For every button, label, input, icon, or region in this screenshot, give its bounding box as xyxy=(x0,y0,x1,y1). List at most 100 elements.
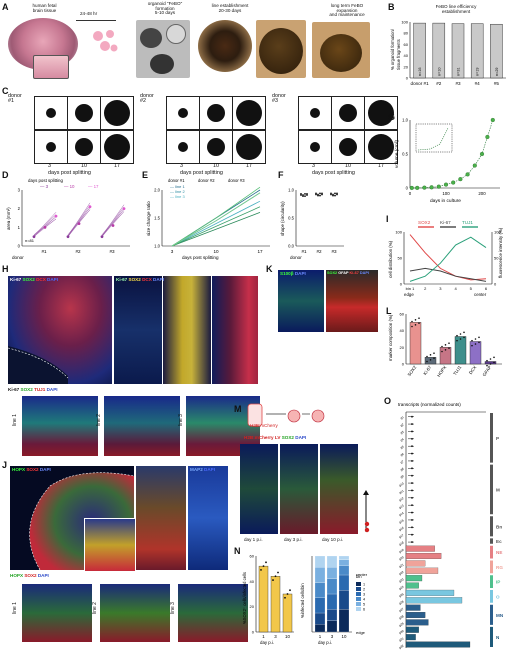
point xyxy=(289,589,291,592)
x-tick-label: #4 xyxy=(475,81,481,86)
bar xyxy=(405,582,419,589)
bin-label: 2 xyxy=(363,588,365,592)
bar xyxy=(405,553,442,560)
point xyxy=(306,194,308,196)
inset-box xyxy=(415,123,453,153)
gene-label: g25 xyxy=(398,592,405,598)
legend-entry: SOX2 xyxy=(418,220,431,225)
legend-entry: — line 1 xyxy=(170,184,185,189)
gene-label: g5 xyxy=(400,444,405,449)
label-sox2: SOX2 xyxy=(327,271,338,275)
x-axis-label: donor xyxy=(290,255,302,260)
panel-d-chart: area (mm²) 0 1 2 3 days post splitting— 3 — 10… xyxy=(6,178,130,260)
h-right-labels: Ki-67 SOX2 DCX DAPI xyxy=(116,277,164,283)
stack-segment xyxy=(326,555,338,568)
fragment-blobs-icon xyxy=(90,28,120,56)
point xyxy=(260,569,262,571)
y-tick-label: 0 xyxy=(402,362,405,367)
legend-entry: — line 2 xyxy=(170,189,185,194)
y-axis-label: shape (circularity) xyxy=(280,201,285,236)
x-axis-label-right: center xyxy=(474,292,487,297)
x-axis-label: day p.i. xyxy=(260,640,274,645)
point xyxy=(411,504,413,507)
m-day10-label: day 10 p.i. xyxy=(322,537,344,542)
stack-segment xyxy=(314,612,326,625)
x-tick-label: 10 xyxy=(345,163,351,169)
point xyxy=(411,474,413,477)
point xyxy=(433,357,435,359)
j-main-labels: HOPX SOX2 DAPI xyxy=(12,467,51,473)
m-schematic-label: H2B:mCherry xyxy=(250,423,278,428)
h-bottom-labels: Ki-67 SOX2 TUJ1 DAPI xyxy=(8,387,58,393)
j-map2-labels: MAP2 DAPI xyxy=(190,467,215,473)
panel-g-chart: volume (cm³) 0 0.5 1.0 0 100 200 days in cultur… xyxy=(394,118,500,204)
series-line xyxy=(67,205,91,237)
group-bracket xyxy=(490,538,493,544)
x-tick-label: 10 xyxy=(342,634,347,639)
label-sox2: SOX2 xyxy=(281,435,294,440)
panel-label-c: C xyxy=(2,86,9,96)
organoid-thumbnail xyxy=(331,96,365,130)
point xyxy=(471,344,473,347)
x-tick-label: 17 xyxy=(114,163,120,169)
organoid-thumbnail xyxy=(100,96,134,130)
legend-title: days post splitting xyxy=(28,178,63,183)
series-line xyxy=(33,214,57,237)
y-axis-label-right: %infected cells/bin xyxy=(300,583,305,618)
y-tick-label: 0 xyxy=(252,630,255,635)
m-day10-image xyxy=(320,444,358,534)
point xyxy=(429,359,432,361)
h-line-1-label: line 1 xyxy=(12,414,18,426)
group-bracket xyxy=(490,464,493,515)
gene-label: g30 xyxy=(398,629,405,635)
bar xyxy=(282,593,293,633)
j-map2-image xyxy=(188,466,228,570)
point xyxy=(489,363,492,365)
point xyxy=(300,194,302,196)
point xyxy=(319,194,321,197)
label-dcx: DCX xyxy=(36,277,46,282)
group-bracket xyxy=(490,413,493,463)
series-line xyxy=(171,200,261,247)
point xyxy=(451,180,456,185)
point xyxy=(448,347,450,349)
x-tick-label: donor #1 xyxy=(411,81,430,86)
point xyxy=(336,193,338,196)
stack-segment xyxy=(326,578,338,595)
stack-segment xyxy=(326,567,338,579)
y-tick-label: 2 xyxy=(18,206,21,211)
label-dapi: DAPI xyxy=(295,435,307,440)
label-dapi: DAPI xyxy=(37,573,49,578)
organoid-blob xyxy=(178,108,188,118)
legend-title: donor #2 xyxy=(198,178,215,183)
bin-swatch xyxy=(356,597,361,601)
n-label: n=31 xyxy=(457,67,461,76)
point xyxy=(474,343,477,345)
organoid-thumbnail xyxy=(67,130,101,164)
gene-label: g9 xyxy=(400,474,405,479)
gene-label: g15 xyxy=(398,518,405,524)
j-line-2-label: line 2 xyxy=(92,602,98,614)
label-map2: MAP2 xyxy=(190,467,203,472)
n-label: n=81 xyxy=(25,238,35,243)
organoid-blob xyxy=(236,134,262,160)
bin-label: 4 xyxy=(363,598,365,602)
x-tick-label: #2 xyxy=(75,249,81,254)
x-tick-label: #2 xyxy=(436,81,442,86)
y-tick-label: 2.0 xyxy=(154,188,160,193)
bar xyxy=(405,619,429,626)
series-line xyxy=(409,267,487,282)
point xyxy=(411,415,413,418)
line-establishment-image xyxy=(256,20,306,78)
point xyxy=(478,336,480,339)
point xyxy=(272,579,274,581)
bar xyxy=(470,23,484,79)
x-tick-label: #1 xyxy=(301,249,307,254)
point xyxy=(459,338,462,340)
point xyxy=(429,185,434,190)
x-tick-label: 10 xyxy=(213,249,219,254)
point xyxy=(317,194,319,197)
x-tick-label: 0 xyxy=(409,191,412,196)
label-dapi: DAPI xyxy=(39,467,51,472)
gene-label: g16 xyxy=(398,526,405,532)
